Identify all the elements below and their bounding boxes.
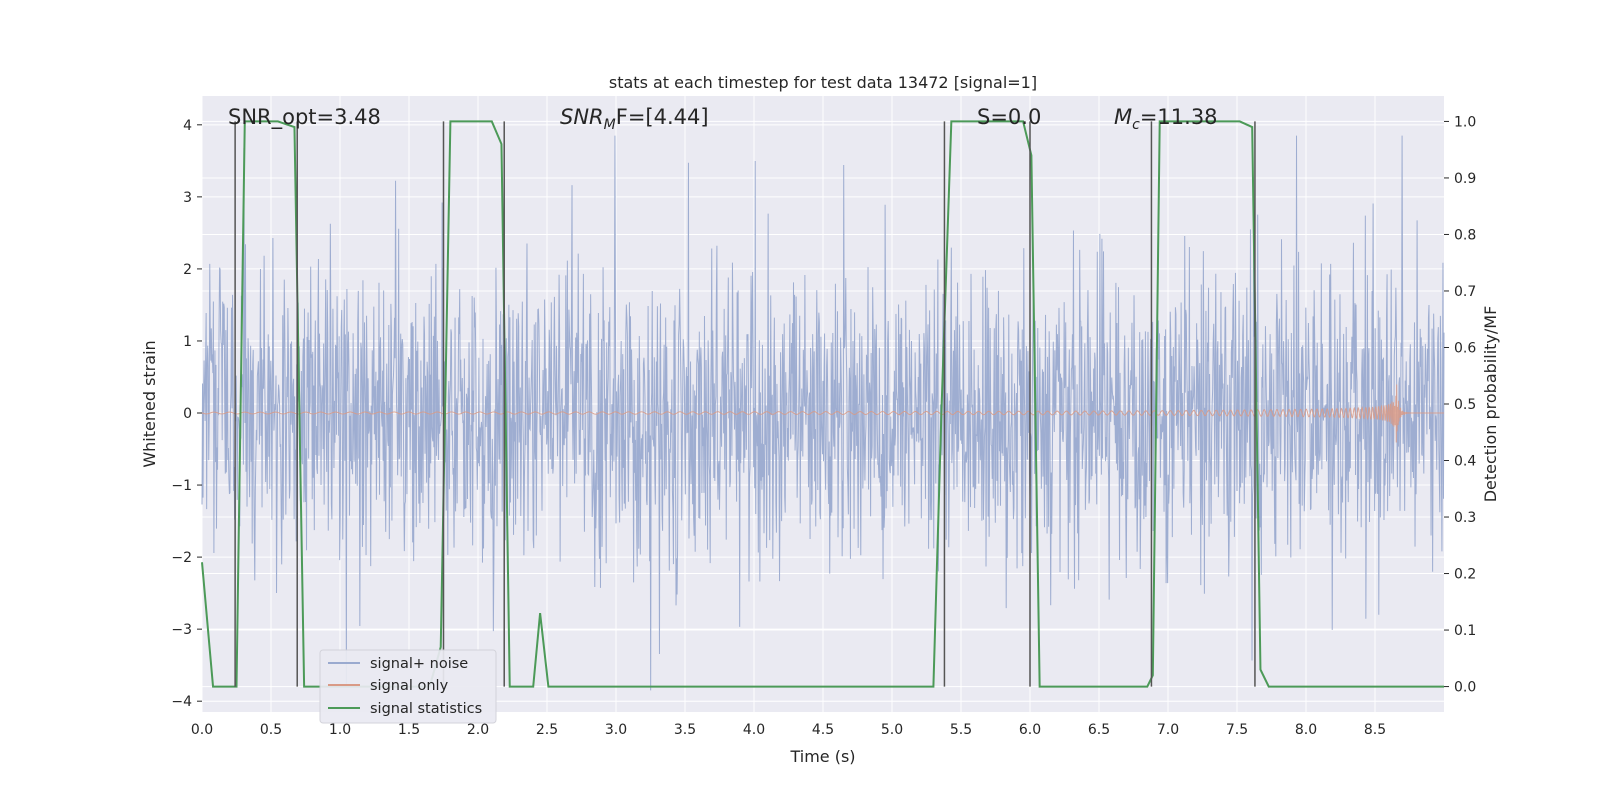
y-tick-label: −3 [171,622,192,638]
y2-tick-label: 0.0 [1454,680,1476,696]
y2-tick-label: 1.0 [1454,114,1476,130]
legend: signal+ noise signal only signal statist… [319,649,497,724]
y2-tick-label: 0.4 [1454,454,1476,470]
y-tick-label: 0 [183,406,192,422]
chart-title: stats at each timestep for test data 134… [609,73,1037,92]
x-tick-label: 0.5 [260,722,282,738]
annotation-mc-base: M [1114,105,1132,129]
x-tick-label: 6.5 [1088,722,1110,738]
series-signal-noise [201,135,1445,691]
x-tick-label: 7.0 [1157,722,1179,738]
grid-y2 [202,120,1444,688]
legend-label-stats: signal statistics [370,701,482,717]
x-axis-label: Time (s) [789,747,855,766]
x-tick-labels: 0.0 0.5 1.0 1.5 2.0 2.5 3.0 3.5 4.0 4.5 5.0 5.5 6.0 6… [191,722,1386,738]
x-tick-label: 6.0 [1019,722,1041,738]
y-tick-labels: 4 3 2 1 0 −1 −2 −3 −4 [171,118,202,710]
y-tick-label: 4 [183,118,192,134]
x-tick-label: 2.5 [536,722,558,738]
annotation-snr-mf-base: SNR [560,105,604,129]
series-signal-only [201,384,1444,443]
x-tick-label: 3.5 [674,722,696,738]
y-tick-label: 2 [183,262,192,278]
y2-tick-label: 0.7 [1454,284,1476,300]
series-signal-statistics [201,120,1444,688]
annotation-mc-sub: c [1132,117,1140,133]
y2-tick-label: 0.1 [1454,623,1476,639]
x-tick-label: 2.0 [467,722,489,738]
y2-tick-label: 0.2 [1454,567,1476,583]
legend-label-noise: signal+ noise [370,656,468,672]
annotation-snr-mf-value: F=[4.44] [616,105,709,129]
x-tick-label: 5.0 [881,722,903,738]
y2-tick-label: 0.5 [1454,397,1476,413]
annotation-mc-value: =11.38 [1140,105,1218,129]
annotation-snr-mf: SNRMF=[4.44] [560,105,709,133]
y2-tick-label: 0.9 [1454,171,1476,187]
x-tick-label: 0.0 [191,722,213,738]
x-tick-label: 4.5 [812,722,834,738]
x-tick-label: 1.0 [329,722,351,738]
stats-series [201,120,1444,688]
annotation-snr-opt: SNR_opt=3.48 [228,105,381,130]
annotation-snr-mf-sub: M [604,117,616,133]
signal-series [201,384,1444,443]
x-tick-label: 3.0 [605,722,627,738]
y-axis-label: Whitened strain [140,340,159,467]
y-tick-label: 1 [183,334,192,350]
y2-tick-label: 0.6 [1454,340,1476,356]
x-tick-label: 4.0 [743,722,765,738]
y2-tick-label: 0.3 [1454,510,1476,526]
y2-tick-label: 0.8 [1454,227,1476,243]
x-tick-label: 5.5 [950,722,972,738]
x-tick-label: 8.5 [1364,722,1386,738]
y2-axis-label: Detection probability/MF [1481,306,1500,503]
y-tick-label: −4 [171,694,192,710]
y-tick-label: 3 [183,190,192,206]
grid-y [202,124,1444,702]
annotation-mc: Mc=11.38 [1114,105,1218,133]
y-tick-label: −1 [171,478,192,494]
y2-tick-labels: 1.0 0.9 0.8 0.7 0.6 0.5 0.4 0.3 0.2 0.1 0.0 [1444,114,1476,696]
x-tick-label: 7.5 [1226,722,1248,738]
legend-box [319,649,497,724]
y-tick-label: −2 [171,550,192,566]
annotation-s: S=0.0 [977,105,1041,129]
legend-label-signal: signal only [370,678,449,694]
noise-series [201,135,1445,691]
vlines [234,121,1256,687]
x-tick-label: 8.0 [1295,722,1317,738]
x-tick-label: 1.5 [398,722,420,738]
